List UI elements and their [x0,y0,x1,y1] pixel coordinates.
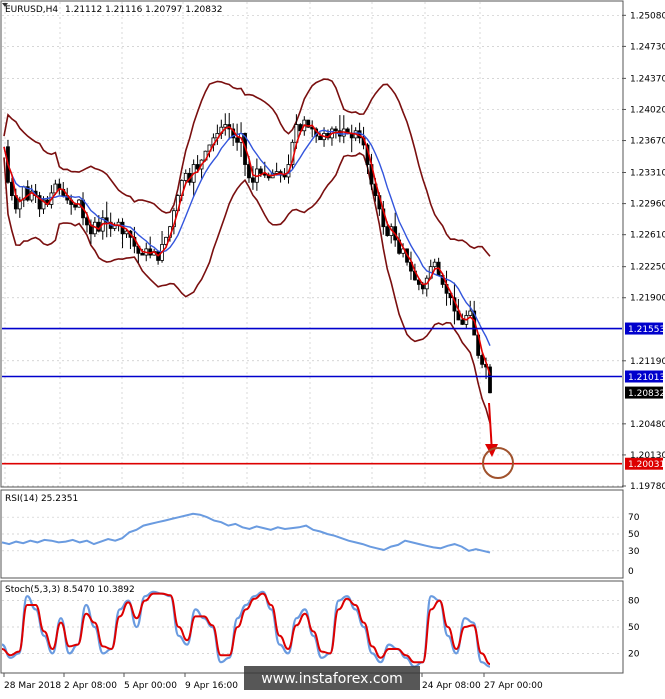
candle-body [183,172,188,181]
level-label: 1.21013 [628,373,665,383]
stoch-tick-label: 20 [628,649,640,659]
rsi-tick-label: 30 [628,547,640,557]
watermark-text: www.instaforex.com [261,671,403,687]
candle-body [223,124,228,128]
rsi-line [1,512,491,554]
price-tick-label: 1.24020 [630,105,665,115]
price-tick-label: 1.23310 [630,169,665,179]
stoch-d-line [1,592,491,665]
candle-body [85,217,89,226]
time-axis: 28 Mar 2018 2 Apr 08:00 5 Apr 00:00 9 Apr 1… [3,673,543,691]
candle-body [416,279,421,285]
bollinger-lower [3,152,491,424]
stoch-grid [2,600,622,654]
candle-body [488,366,492,394]
candle-body [251,177,255,183]
stoch-axis: 80 50 20 [628,597,640,660]
candle-body [306,119,311,128]
candle-body [17,199,22,210]
ma-slow-line [3,129,491,346]
candle-body [480,355,484,365]
candle-body [334,128,338,132]
price-tick-label: 1.20130 [630,451,665,461]
rsi-tick-label: 50 [628,530,640,540]
stoch-tick-label: 50 [628,623,640,633]
price-tick-label: 1.20480 [630,420,665,430]
ohlc-values: 1.21112 1.21116 1.20797 1.20832 [65,5,222,15]
moving-averages [3,124,491,375]
time-tick-label: 24 Apr 08:00 [422,681,481,691]
symbol-label: EURUSD,H4 [5,5,58,15]
level-tag [625,322,663,335]
level-label: 1.20832 [628,389,665,399]
level-tag [625,457,663,470]
price-tick-label: 1.21900 [630,294,665,304]
down-arrow-icon [488,402,493,453]
candle-body [25,186,30,201]
time-tick-label: 27 Apr 00:00 [484,681,543,691]
stoch-k-line [1,590,491,668]
rsi-series-line [1,512,491,554]
price-tick-label: 1.24730 [630,42,665,52]
candle-body [140,252,145,256]
time-tick-label: 9 Apr 16:00 [185,681,238,691]
stoch-pane: Stoch(5,3,3) 8.5470 10.3892 80 50 20 [0,580,640,674]
candle-body [468,310,473,316]
rsi-tick-label: 70 [628,513,640,523]
level-label: 1.20031 [628,460,665,470]
dropdown-triangle-icon[interactable] [2,3,8,7]
ma-fast-line [3,124,491,375]
level-label: 1.21553 [628,325,665,335]
price-tick-label: 1.25080 [630,11,665,21]
candle-body [41,199,46,210]
candle-body [258,168,263,174]
candle-body [247,164,251,179]
price-tick-label: 1.22960 [630,200,665,210]
candle-body [432,261,437,268]
watermark: www.instaforex.com [244,666,420,690]
candle-body [460,319,465,325]
candle-body [318,135,322,141]
candle-body [274,171,279,174]
main-grid [2,2,622,487]
candle-body [195,164,200,170]
candle-body [235,137,240,143]
price-tick-label: 1.22250 [630,263,665,273]
level-tag [625,370,663,383]
candle-body [37,195,42,210]
rsi-title: RSI(14) 25.2351 [5,494,78,504]
bollinger-bands [3,78,491,424]
target-circle-icon [482,447,514,479]
bollinger-upper [3,78,491,257]
rsi-tick-label: 0 [628,567,634,577]
price-tick-label: 1.19780 [630,482,665,492]
candle-body [73,204,78,208]
time-tick-label: 5 Apr 00:00 [124,681,177,691]
stoch-tick-label: 80 [628,597,640,607]
price-axis: 1.25080 1.24730 1.24370 1.24020 1.23670 1.233… [622,11,665,492]
price-tick-label: 1.21190 [630,357,665,367]
main-price-pane: 1.21553 1.21013 1.20832 1.20031 EURUSD,H4 1… [0,0,665,492]
candle-body [29,190,34,201]
rsi-grid [2,516,622,552]
horizontal-levels: 1.21553 1.21013 1.20832 1.20031 [2,322,665,470]
time-tick-label: 2 Apr 08:00 [64,681,117,691]
price-tick-label: 1.22610 [630,231,665,241]
rsi-pane: RSI(14) 25.2351 70 50 30 0 [0,489,640,579]
price-tick-label: 1.23670 [630,137,665,147]
time-tick-label: 28 Mar 2018 [4,681,61,691]
stoch-title: Stoch(5,3,3) 8.5470 10.3892 [5,585,135,595]
price-tick-label: 1.24370 [630,74,665,84]
stoch-lines [1,590,491,668]
rsi-axis: 70 50 30 0 [628,513,640,577]
candle-body [385,226,390,236]
candle-body [10,181,14,197]
symbol-header: EURUSD,H4 1.21112 1.21116 1.20797 1.2083… [5,5,222,15]
level-tag [625,386,663,399]
candle-body [124,230,129,235]
annotations [482,402,514,479]
